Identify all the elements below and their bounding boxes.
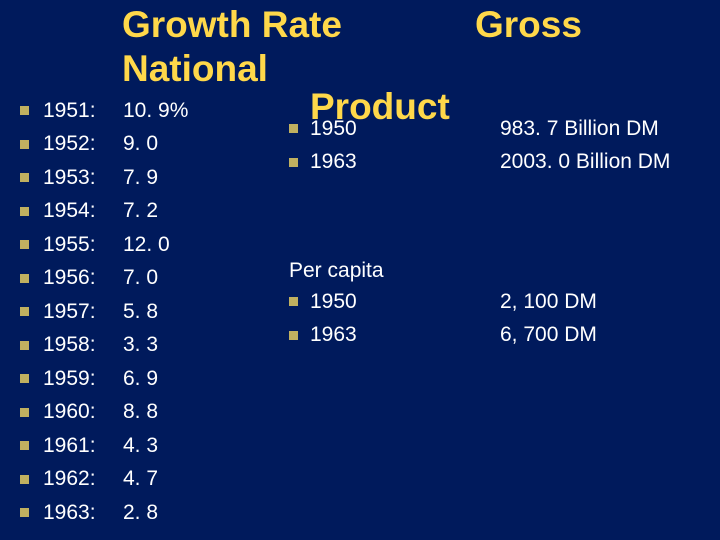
gnp_total-value: 2003. 0 Billion DM — [500, 150, 670, 174]
growth-rate-row: 1958:3. 3 — [20, 329, 193, 363]
growth-rate-row: 1951:10. 9% — [20, 94, 193, 128]
growth-rate-value: 7. 0 — [123, 266, 193, 290]
growth-rate-value: 12. 0 — [123, 233, 193, 257]
growth-rate-row: 1954:7. 2 — [20, 195, 193, 229]
growth-rate-row: 1953:7. 9 — [20, 161, 193, 195]
growth-rate-row: 1955:12. 0 — [20, 228, 193, 262]
bullet-icon — [20, 341, 29, 350]
growth-rate-value: 7. 2 — [123, 199, 193, 223]
gnp_total-row: 1950983. 7 Billion DM — [289, 112, 670, 146]
growth-rate-year: 1953: — [43, 166, 123, 190]
growth-rate-row: 1962:4. 7 — [20, 463, 193, 497]
bullet-icon — [20, 408, 29, 417]
bullet-icon — [289, 158, 298, 167]
bullet-icon — [20, 274, 29, 283]
gnp_total-row: 19632003. 0 Billion DM — [289, 146, 670, 180]
growth-rate-value: 4. 7 — [123, 467, 193, 491]
growth-rate-value: 4. 3 — [123, 434, 193, 458]
growth-rate-value: 7. 9 — [123, 166, 193, 190]
growth-rate-row: 1959:6. 9 — [20, 362, 193, 396]
growth-rate-row: 1956:7. 0 — [20, 262, 193, 296]
growth-rate-year: 1961: — [43, 434, 123, 458]
growth-rate-year: 1959: — [43, 367, 123, 391]
growth-rate-year: 1955: — [43, 233, 123, 257]
gnp_per_capita-value: 2, 100 DM — [500, 290, 597, 314]
gnp_total-value: 983. 7 Billion DM — [500, 117, 659, 141]
growth-rate-year: 1960: — [43, 400, 123, 424]
growth-rate-year: 1956: — [43, 266, 123, 290]
growth-rate-year: 1954: — [43, 199, 123, 223]
growth-rate-year: 1963: — [43, 501, 123, 525]
growth-rate-list: 1951:10. 9%1952:9. 01953:7. 91954:7. 219… — [20, 94, 193, 530]
gnp_per_capita-value: 6, 700 DM — [500, 323, 597, 347]
title-national: National — [122, 48, 268, 90]
per-capita-heading: Per capita — [289, 259, 670, 283]
growth-rate-value: 9. 0 — [123, 132, 193, 156]
title-gross: Gross — [475, 4, 582, 46]
growth-rate-year: 1958: — [43, 333, 123, 357]
growth-rate-value: 5. 8 — [123, 300, 193, 324]
bullet-icon — [20, 140, 29, 149]
growth-rate-year: 1957: — [43, 300, 123, 324]
gnp_per_capita-year: 1950 — [310, 290, 500, 314]
bullet-icon — [20, 475, 29, 484]
gnp_per_capita-row: 19636, 700 DM — [289, 319, 670, 353]
bullet-icon — [289, 124, 298, 133]
title-growth-rate: Growth Rate — [122, 4, 342, 46]
bullet-icon — [20, 307, 29, 316]
growth-rate-value: 10. 9% — [123, 99, 193, 123]
growth-rate-row: 1963:2. 8 — [20, 496, 193, 530]
bullet-icon — [20, 441, 29, 450]
bullet-icon — [20, 106, 29, 115]
growth-rate-row: 1961:4. 3 — [20, 429, 193, 463]
growth-rate-value: 2. 8 — [123, 501, 193, 525]
bullet-icon — [20, 207, 29, 216]
bullet-icon — [20, 374, 29, 383]
gnp_total-year: 1963 — [310, 150, 500, 174]
gnp_per_capita-row: 19502, 100 DM — [289, 285, 670, 319]
bullet-icon — [289, 297, 298, 306]
gnp-section: 1950983. 7 Billion DM19632003. 0 Billion… — [289, 112, 670, 352]
growth-rate-year: 1952: — [43, 132, 123, 156]
gnp_total-year: 1950 — [310, 117, 500, 141]
growth-rate-value: 6. 9 — [123, 367, 193, 391]
bullet-icon — [20, 173, 29, 182]
bullet-icon — [20, 240, 29, 249]
bullet-icon — [20, 508, 29, 517]
bullet-icon — [289, 331, 298, 340]
growth-rate-year: 1962: — [43, 467, 123, 491]
growth-rate-value: 8. 8 — [123, 400, 193, 424]
growth-rate-row: 1960:8. 8 — [20, 396, 193, 430]
growth-rate-row: 1952:9. 0 — [20, 128, 193, 162]
growth-rate-value: 3. 3 — [123, 333, 193, 357]
growth-rate-year: 1951: — [43, 99, 123, 123]
growth-rate-row: 1957:5. 8 — [20, 295, 193, 329]
gnp_per_capita-year: 1963 — [310, 323, 500, 347]
